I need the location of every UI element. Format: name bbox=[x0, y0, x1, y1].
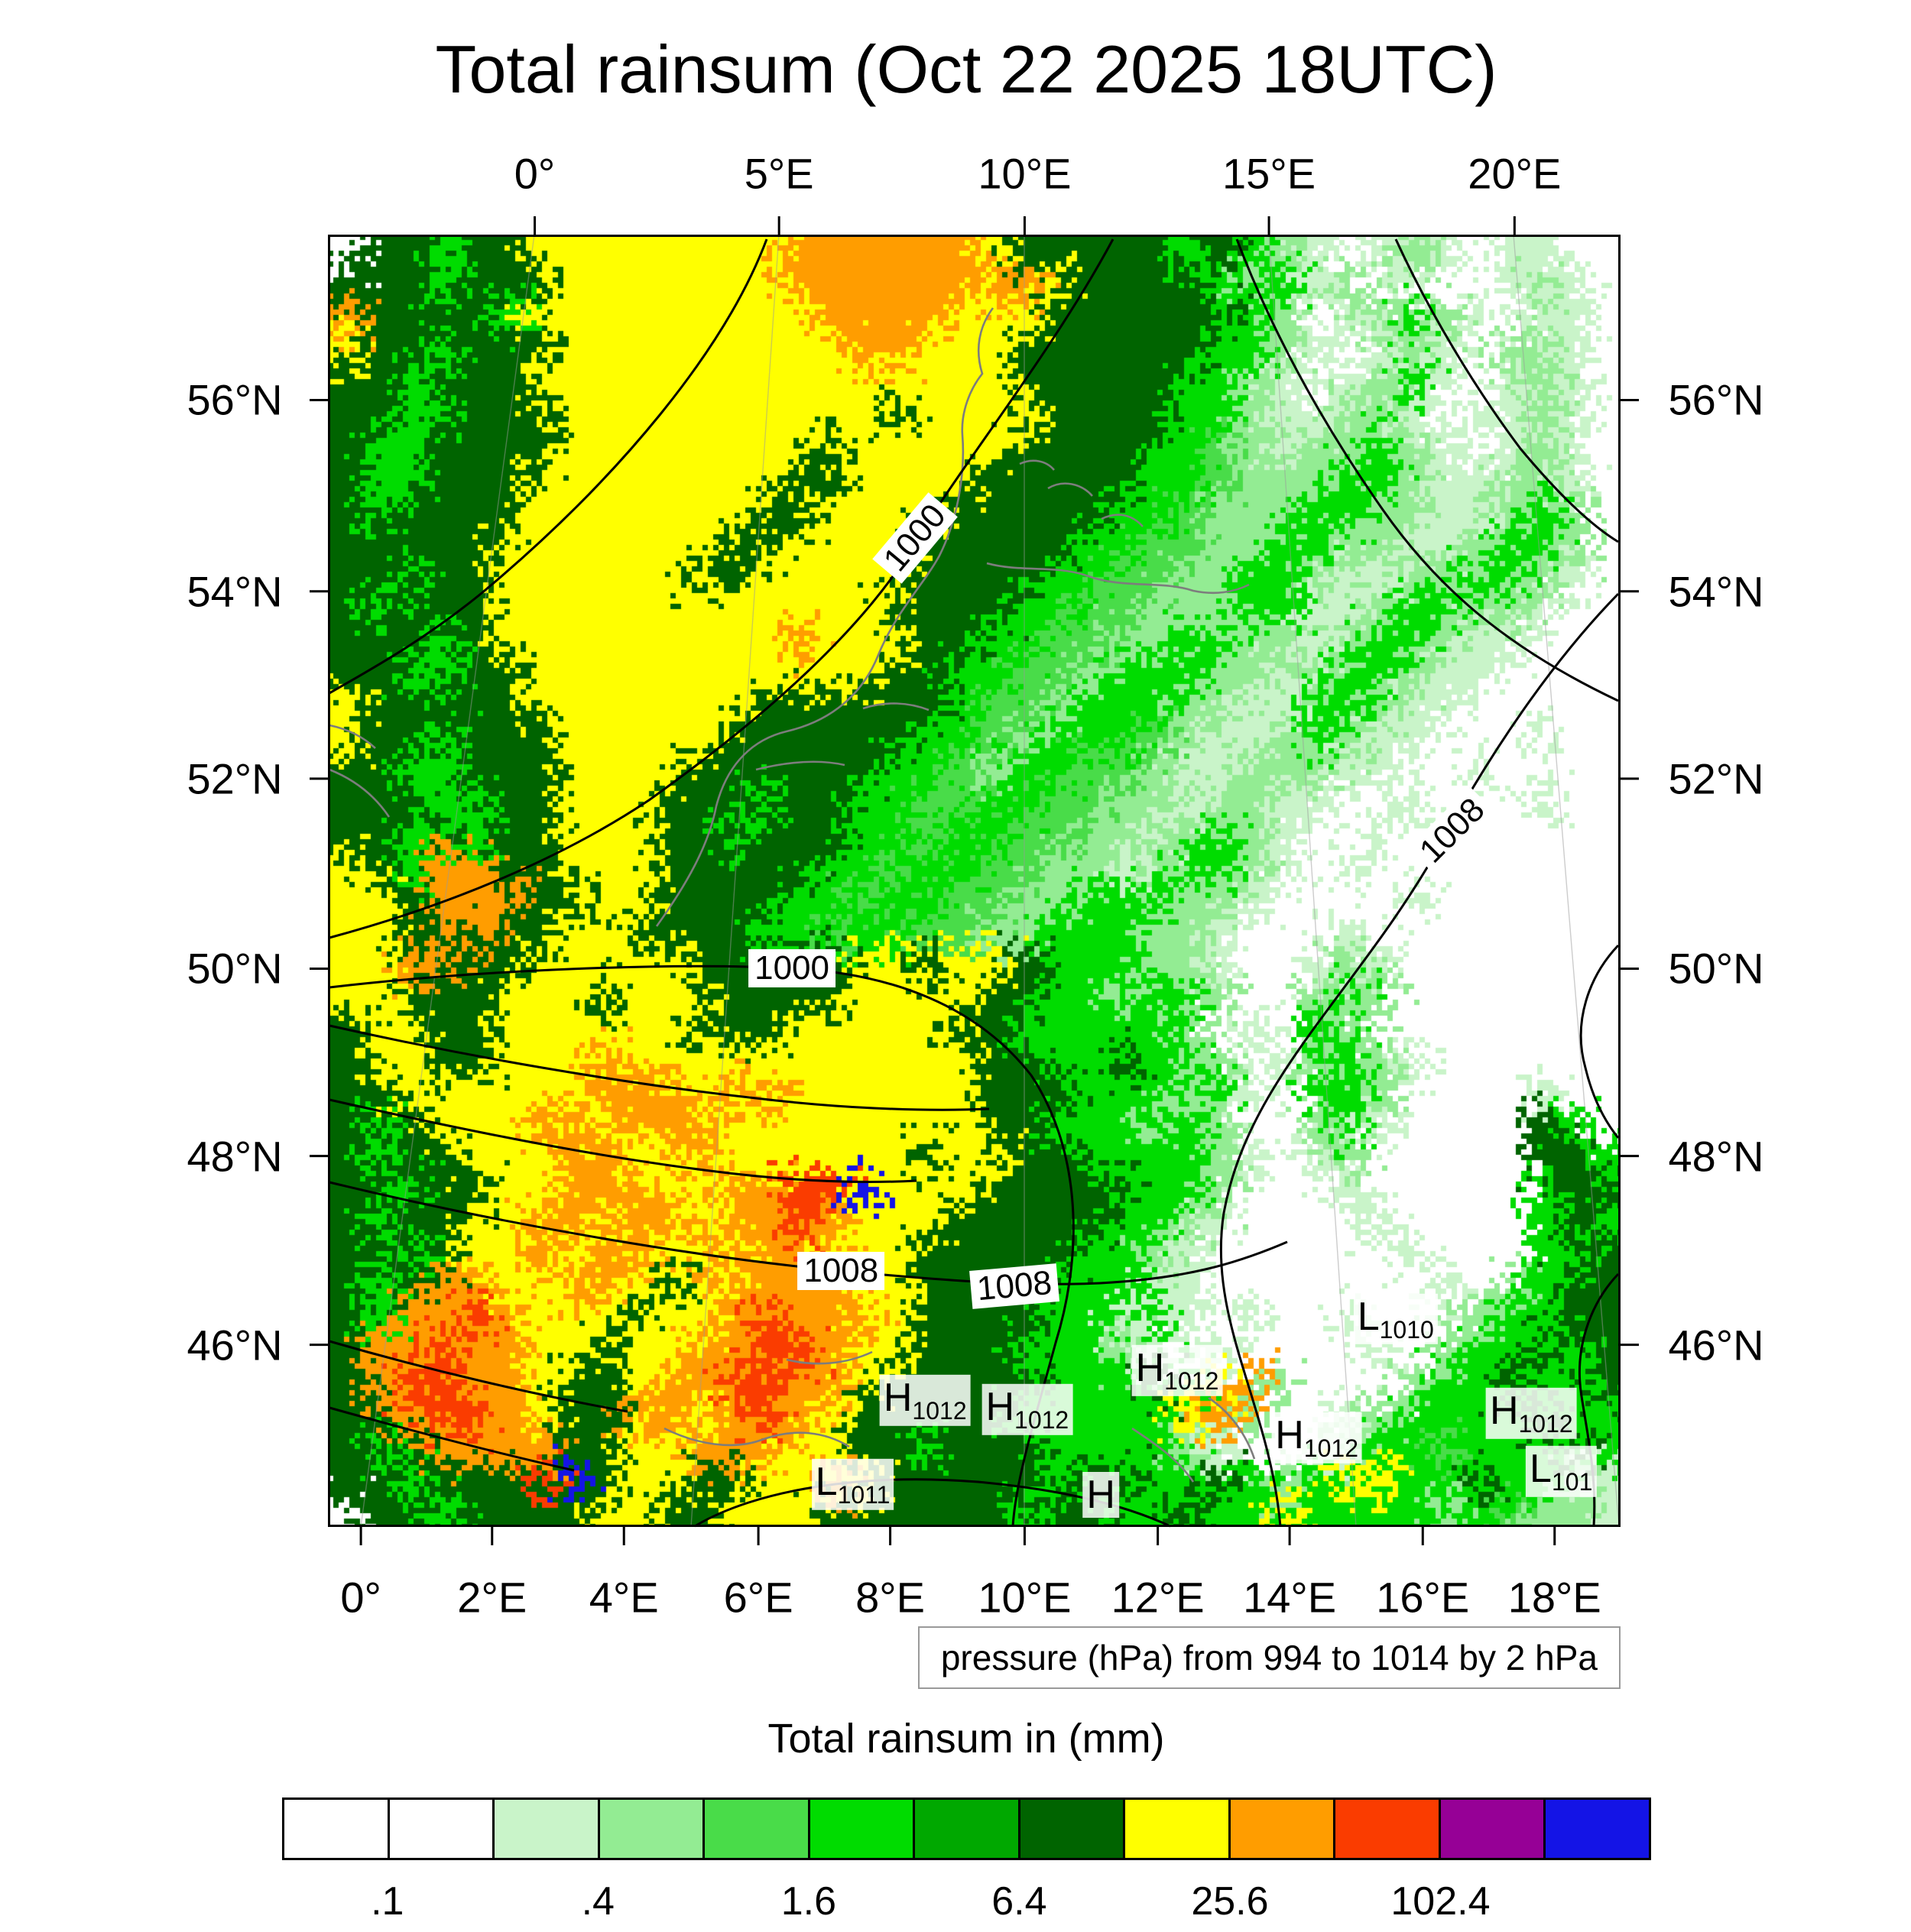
pressure-contour-line bbox=[329, 1406, 575, 1472]
coastline-path bbox=[329, 724, 391, 818]
pressure-contour-line bbox=[329, 1098, 917, 1183]
pressure-caption-box: pressure (hPa) from 994 to 1014 by 2 hPa bbox=[917, 1626, 1621, 1689]
legend-tick-label: .1 bbox=[371, 1879, 404, 1924]
coastline-path bbox=[1131, 1396, 1256, 1483]
pressure-center-high: H bbox=[1082, 1471, 1119, 1518]
pressure-center-high: H1012 bbox=[879, 1375, 971, 1426]
map-plot-area: 0° 5°E 10°E 15°E 20°E 0° 2°E 4°E 6°E 8°E 10°E 12°E 1… bbox=[187, 150, 1763, 1622]
axis-label-left: 54°N bbox=[187, 567, 283, 616]
coastline-path bbox=[1019, 459, 1144, 527]
axis-label-left: 52°N bbox=[187, 754, 283, 803]
legend-color-swatch bbox=[492, 1800, 598, 1858]
legend-color-swatch bbox=[1333, 1800, 1439, 1858]
legend-color-swatch bbox=[807, 1800, 913, 1858]
pressure-contour-line bbox=[329, 238, 768, 695]
legend-tick-label: 6.4 bbox=[991, 1879, 1047, 1924]
pressure-contour-line bbox=[1235, 238, 1619, 702]
axis-label-bottom: 10°E bbox=[978, 1573, 1072, 1622]
pressure-contour-line bbox=[329, 238, 1114, 939]
pressure-contour-line bbox=[329, 964, 1075, 1527]
contour-label: 1008 bbox=[797, 1252, 885, 1291]
axis-label-left: 50°N bbox=[187, 944, 283, 993]
legend-color-swatch bbox=[387, 1800, 493, 1858]
legend-tick-labels: .1 .4 1.6 6.4 25.6 102.4 bbox=[282, 1879, 1651, 1932]
coastline-path bbox=[655, 307, 994, 927]
axis-label-top: 0° bbox=[514, 149, 556, 198]
legend-color-swatch bbox=[284, 1800, 388, 1858]
coastline-path bbox=[986, 562, 1250, 595]
pressure-center-high: H1012 bbox=[1485, 1387, 1577, 1439]
axis-label-left: 56°N bbox=[187, 375, 283, 424]
graticule-line bbox=[1513, 234, 1620, 1528]
axis-label-top: 15°E bbox=[1222, 149, 1316, 198]
legend-color-swatch bbox=[702, 1800, 808, 1858]
axis-label-right: 48°N bbox=[1668, 1132, 1764, 1181]
axis-label-right: 56°N bbox=[1668, 375, 1764, 424]
map-labels-layer: 0° 5°E 10°E 15°E 20°E 0° 2°E 4°E 6°E 8°E 10°E 12°E 1… bbox=[187, 150, 1763, 1622]
pressure-center-low: L1010 bbox=[1353, 1293, 1438, 1344]
pressure-center-low: L1011 bbox=[811, 1458, 894, 1510]
pressure-contour-line bbox=[1579, 944, 1620, 1139]
contour-label: 1000 bbox=[748, 949, 836, 988]
pressure-caption-text: pressure (hPa) from 994 to 1014 by 2 hPa bbox=[940, 1638, 1598, 1678]
axis-label-bottom: 14°E bbox=[1243, 1573, 1337, 1622]
axis-label-top: 10°E bbox=[978, 149, 1072, 198]
legend-color-swatch bbox=[1123, 1800, 1228, 1858]
pressure-contour-line bbox=[329, 1340, 628, 1413]
map-overlay bbox=[310, 216, 1639, 1545]
contour-label: 1008 bbox=[968, 1263, 1059, 1310]
axis-label-bottom: 2°E bbox=[457, 1573, 527, 1622]
axis-label-bottom: 8°E bbox=[855, 1573, 926, 1622]
coastline-path bbox=[755, 702, 930, 771]
axis-label-right: 52°N bbox=[1668, 754, 1764, 803]
axis-label-top: 20°E bbox=[1468, 149, 1562, 198]
axis-label-right: 46°N bbox=[1668, 1321, 1764, 1370]
graticule-line bbox=[360, 234, 535, 1528]
axis-label-right: 54°N bbox=[1668, 567, 1764, 616]
legend-color-swatch bbox=[1543, 1800, 1649, 1858]
legend-title: Total rainsum in (mm) bbox=[767, 1716, 1165, 1762]
contour-label: 1000 bbox=[871, 492, 958, 585]
legend-colorbar bbox=[282, 1797, 1651, 1860]
pressure-center-high: H1012 bbox=[1131, 1345, 1223, 1396]
axis-label-bottom: 0° bbox=[340, 1573, 381, 1622]
page-title: Total rainsum (Oct 22 2025 18UTC) bbox=[435, 31, 1497, 107]
pressure-center-high: H1012 bbox=[1271, 1412, 1362, 1464]
axis-label-right: 50°N bbox=[1668, 944, 1764, 993]
legend-tick-label: .4 bbox=[581, 1879, 615, 1924]
pressure-contour-line bbox=[1394, 238, 1619, 543]
legend-tick-label: 102.4 bbox=[1390, 1879, 1491, 1924]
legend-color-swatch bbox=[1017, 1800, 1124, 1858]
axis-label-bottom: 6°E bbox=[723, 1573, 793, 1622]
coastline-path bbox=[663, 1350, 873, 1448]
legend-color-swatch bbox=[1228, 1800, 1334, 1858]
axis-label-left: 46°N bbox=[187, 1321, 283, 1370]
axis-label-bottom: 16°E bbox=[1376, 1573, 1470, 1622]
graticule-line bbox=[1268, 234, 1357, 1528]
axis-label-top: 5°E bbox=[744, 149, 814, 198]
axis-label-left: 48°N bbox=[187, 1132, 283, 1181]
legend-color-swatch bbox=[597, 1800, 703, 1858]
pressure-contour-line bbox=[1219, 592, 1620, 1527]
axis-label-bottom: 4°E bbox=[589, 1573, 659, 1622]
legend-tick-label: 25.6 bbox=[1191, 1879, 1269, 1924]
pressure-contour-line bbox=[329, 1181, 1288, 1285]
pressure-contour-line bbox=[329, 1024, 990, 1111]
axis-label-bottom: 18°E bbox=[1507, 1573, 1601, 1622]
contour-label: 1008 bbox=[1408, 786, 1497, 875]
axis-label-bottom: 12°E bbox=[1111, 1573, 1205, 1622]
pressure-center-high: H1012 bbox=[981, 1383, 1073, 1435]
legend-color-swatch bbox=[1438, 1800, 1544, 1858]
legend-color-swatch bbox=[913, 1800, 1018, 1858]
graticule-line bbox=[690, 234, 780, 1528]
legend-tick-label: 1.6 bbox=[780, 1879, 836, 1924]
pressure-center-low: L101 bbox=[1526, 1446, 1597, 1497]
